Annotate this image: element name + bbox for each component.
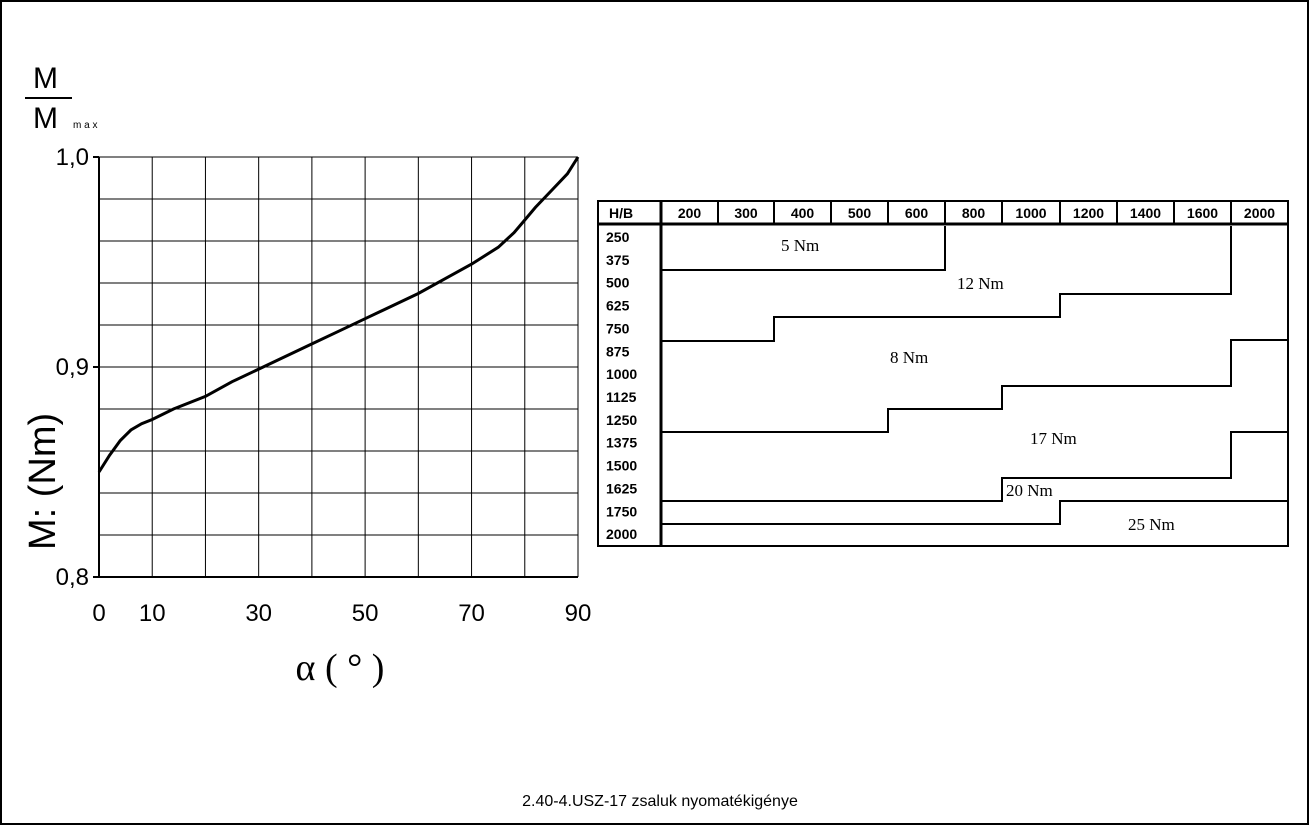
y-fraction-label: M M m a x: [25, 62, 97, 135]
table-column-header: 800: [962, 205, 986, 221]
table-column-header: 400: [791, 205, 815, 221]
table-column-header: 300: [734, 205, 758, 221]
chart-grid: [93, 156, 579, 578]
table-column-headers: 200 300 400 500 600 800 1000 1200 1400 1600 2000: [678, 205, 1275, 221]
y-tick-labels: 0,8 0,9 1,0: [56, 144, 89, 591]
table-row-header: 750: [606, 320, 630, 336]
x-tick-label: 10: [139, 600, 166, 627]
x-tick-labels: 0 10 30 50 70 90: [92, 600, 591, 627]
table-row-header: 250: [606, 229, 630, 245]
table-column-header: 500: [848, 205, 872, 221]
table-border: [597, 200, 1289, 547]
table-column-header: 2000: [1244, 205, 1275, 221]
zone-boundary-20-25: [661, 500, 1288, 525]
zone-boundary-12-8: [661, 226, 1232, 342]
table-column-lines: [717, 201, 1232, 224]
table-row-header: 875: [606, 343, 630, 359]
x-tick-label: 30: [245, 600, 272, 627]
y-tick-label: 0,9: [56, 354, 89, 381]
x-tick-label: 90: [565, 600, 592, 627]
zone-boundary-17-20: [661, 431, 1288, 502]
torque-curve: [97, 156, 580, 473]
zone-boundaries: [661, 226, 1288, 525]
table-column-header: 1600: [1187, 205, 1218, 221]
table-row-header: 2000: [606, 526, 637, 542]
table-row-header: 500: [606, 275, 630, 291]
table-row-header: 1500: [606, 458, 637, 474]
x-axis-title: α ( ° ): [296, 647, 385, 689]
zone-label-17nm: 17 Nm: [1030, 429, 1077, 448]
zone-label-5nm: 5 Nm: [781, 236, 819, 255]
zone-label-12nm: 12 Nm: [957, 274, 1004, 293]
table-corner-label: H/B: [609, 205, 633, 221]
zone-label-25nm: 25 Nm: [1128, 515, 1175, 534]
table-row-header: 1000: [606, 366, 637, 382]
table-row-header: 1625: [606, 480, 637, 496]
table-column-header: 1200: [1073, 205, 1104, 221]
table-row-header: 1750: [606, 503, 637, 519]
y-tick-label: 1,0: [56, 144, 89, 171]
zone-labels: 5 Nm 12 Nm 8 Nm 17 Nm 20 Nm 25 Nm: [781, 236, 1175, 534]
y-fraction-bottom: M: [33, 102, 58, 135]
table-row-header: 375: [606, 252, 630, 268]
table-row-header: 1250: [606, 412, 637, 428]
x-tick-label: 70: [458, 600, 485, 627]
table-row-headers: 250 375 500 625 750 875 1000 1125 1250 1375 1500 16…: [606, 229, 637, 542]
zone-boundary-5-12: [661, 226, 946, 271]
x-tick-label: 50: [352, 600, 379, 627]
table-row-header: 625: [606, 298, 630, 314]
y-axis-title: M: (Nm): [22, 413, 64, 550]
y-fraction-top: M: [33, 62, 58, 95]
figure-caption: 2.40-4.USZ-17 zsaluk nyomatékigénye: [522, 793, 798, 810]
zone-label-20nm: 20 Nm: [1006, 481, 1053, 500]
table-column-header: 200: [678, 205, 702, 221]
table-row-header: 1375: [606, 435, 637, 451]
table-column-header: 1000: [1015, 205, 1046, 221]
y-tick-label: 0,8: [56, 564, 89, 591]
zone-boundary-8-17: [661, 339, 1288, 433]
x-tick-label: 0: [92, 600, 105, 627]
zone-label-8nm: 8 Nm: [890, 348, 928, 367]
table-column-header: 600: [905, 205, 929, 221]
y-fraction-subscript: m a x: [73, 120, 97, 131]
table-column-header: 1400: [1130, 205, 1161, 221]
table-row-header: 1125: [606, 389, 637, 405]
torque-table: H/B 200 300 400 500 600 800 1000 1200 1400 1600 20…: [597, 200, 1289, 547]
